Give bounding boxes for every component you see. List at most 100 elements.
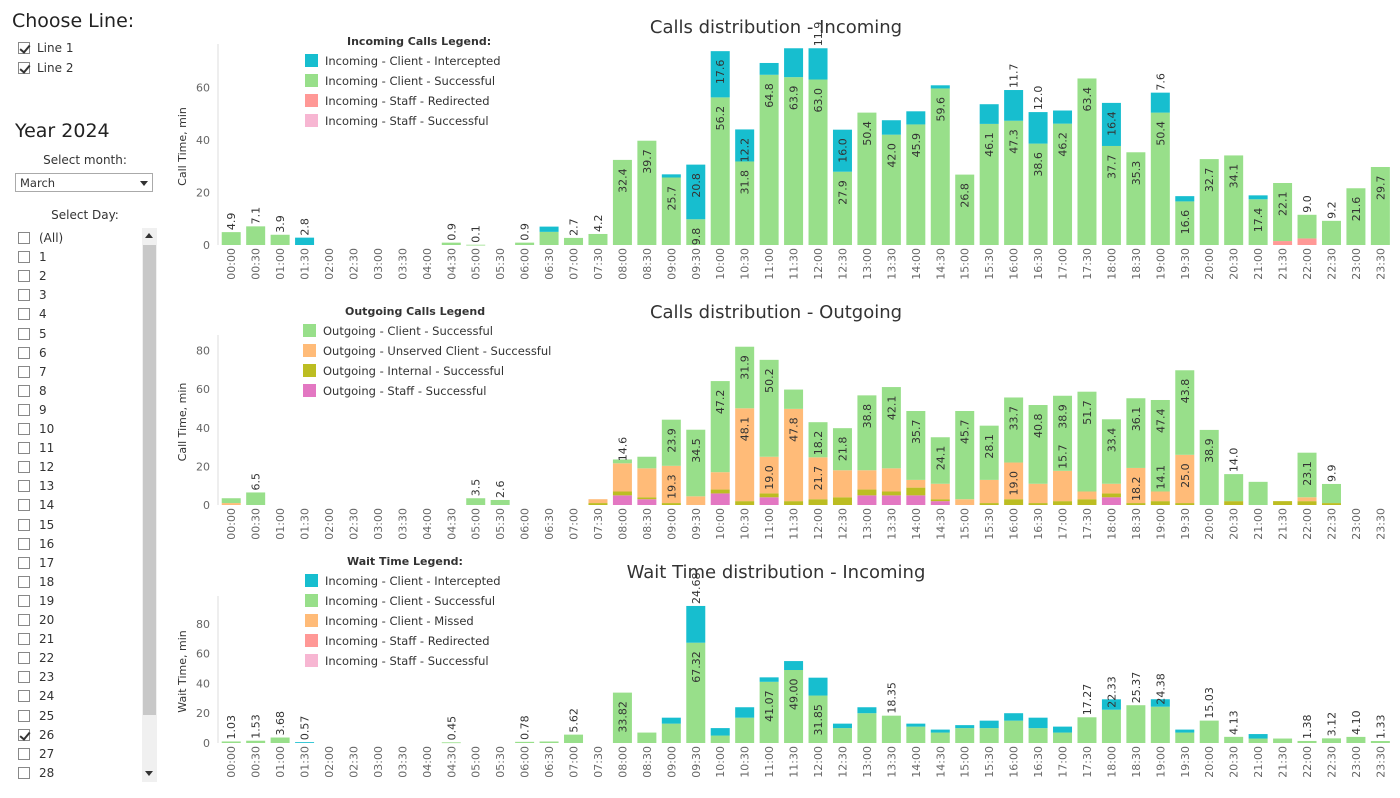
day-checkbox[interactable] [18, 346, 30, 359]
day-option[interactable]: 17 [18, 554, 54, 572]
line-2-checkbox-row[interactable]: Line 2 [18, 59, 73, 77]
day-option[interactable]: 1 [18, 248, 47, 266]
bar-segment [1273, 241, 1293, 245]
day-option[interactable]: 20 [18, 611, 54, 629]
day-option[interactable]: 5 [18, 325, 47, 343]
day-checkbox[interactable] [18, 499, 30, 512]
day-checkbox[interactable] [18, 518, 30, 531]
day-checkbox[interactable] [18, 384, 30, 397]
x-tick-label: 03:00 [372, 508, 385, 540]
day-checkbox[interactable] [18, 480, 30, 493]
day-checkbox[interactable] [18, 403, 30, 416]
x-tick-label: 19:00 [1154, 248, 1167, 280]
day-checkbox[interactable] [18, 747, 30, 760]
day-option[interactable]: 13 [18, 477, 54, 495]
bar-segment [221, 741, 241, 743]
bar-segment [1321, 483, 1341, 504]
data-label: 42.1 [885, 396, 898, 421]
month-select[interactable]: March [15, 173, 153, 192]
x-tick-label: 14:30 [934, 746, 947, 778]
day-option[interactable]: 3 [18, 286, 47, 304]
day-checkbox[interactable] [18, 614, 30, 626]
day-checkbox[interactable] [18, 232, 30, 244]
day-option[interactable]: 12 [18, 458, 54, 476]
day-checkbox[interactable] [18, 327, 30, 340]
bar-segment [661, 717, 681, 724]
day-checkbox[interactable] [18, 365, 30, 378]
day-checkbox[interactable] [18, 709, 30, 722]
day-option[interactable]: 14 [18, 496, 54, 514]
x-tick-label: 14:00 [910, 746, 923, 778]
day-checkbox[interactable] [18, 289, 30, 302]
day-option[interactable]: 19 [18, 592, 54, 610]
y-axis-label: Call Time, min [176, 107, 189, 186]
day-checkbox[interactable] [18, 461, 30, 474]
day-option[interactable]: 16 [18, 535, 54, 553]
day-checkbox[interactable] [18, 556, 30, 569]
bar-segment [1150, 491, 1170, 502]
x-tick-label: 14:30 [934, 508, 947, 540]
day-checkbox[interactable] [18, 270, 30, 283]
day-option[interactable]: 10 [18, 420, 54, 438]
day-list-scrollbar[interactable] [142, 228, 157, 782]
day-option[interactable]: 25 [18, 707, 54, 725]
legend-swatch [305, 54, 318, 67]
x-tick-label: 08:30 [641, 248, 654, 280]
day-checkbox[interactable] [18, 575, 30, 588]
day-option[interactable]: 7 [18, 363, 47, 381]
x-tick-label: 19:30 [1179, 508, 1192, 540]
line-2-checkbox[interactable] [18, 62, 30, 74]
bar-segment [1053, 110, 1073, 124]
x-tick-label: 22:00 [1301, 746, 1314, 778]
bar-segment [1101, 709, 1121, 743]
day-option[interactable]: 27 [18, 745, 54, 763]
bar-segment [759, 681, 779, 743]
bar-segment [881, 134, 901, 245]
day-checkbox[interactable] [18, 633, 30, 646]
day-checkbox[interactable] [18, 594, 30, 607]
day-checkbox[interactable] [18, 442, 30, 455]
day-option[interactable]: 11 [18, 439, 54, 457]
bar-segment [1273, 183, 1293, 242]
day-checkbox[interactable] [18, 671, 30, 684]
scroll-down-icon[interactable] [145, 771, 153, 776]
day-checkbox[interactable] [18, 766, 30, 779]
day-option[interactable]: 9 [18, 401, 47, 419]
day-option[interactable]: 28 [18, 764, 54, 782]
day-checkbox[interactable] [18, 728, 30, 741]
day-option[interactable]: 23 [18, 668, 54, 686]
bar-segment [1077, 78, 1097, 245]
line-1-checkbox-row[interactable]: Line 1 [18, 39, 73, 57]
scroll-up-icon[interactable] [145, 233, 153, 238]
day-checkbox[interactable] [18, 537, 30, 550]
x-tick-label: 18:30 [1130, 746, 1143, 778]
day-checkbox[interactable] [18, 690, 30, 703]
line-1-checkbox[interactable] [18, 42, 30, 54]
scrollbar-thumb[interactable] [143, 245, 156, 715]
x-tick-label: 23:30 [1374, 746, 1387, 778]
day-option[interactable]: 2 [18, 267, 47, 285]
day-checkbox[interactable] [18, 308, 30, 321]
day-option[interactable]: 26 [18, 726, 54, 744]
day-option[interactable]: 18 [18, 573, 54, 591]
day-option[interactable]: (All) [18, 229, 63, 247]
bar-segment [1297, 501, 1317, 505]
day-option[interactable]: 8 [18, 382, 47, 400]
day-checkbox[interactable] [18, 251, 30, 264]
bar-segment [686, 642, 706, 743]
bar-segment [857, 495, 877, 505]
day-option[interactable]: 21 [18, 630, 54, 648]
choose-line-title: Choose Line: [12, 10, 135, 32]
day-option[interactable]: 24 [18, 687, 54, 705]
bar-segment [979, 503, 999, 505]
legend-title: Outgoing Calls Legend [345, 305, 485, 318]
day-option[interactable]: 6 [18, 344, 47, 362]
day-option[interactable]: 22 [18, 649, 54, 667]
x-tick-label: 23:30 [1374, 248, 1387, 280]
day-checkbox[interactable] [18, 652, 30, 665]
day-option[interactable]: 4 [18, 305, 47, 323]
day-option[interactable]: 15 [18, 516, 54, 534]
x-tick-label: 14:30 [934, 248, 947, 280]
chevron-down-icon[interactable] [140, 181, 148, 186]
day-checkbox[interactable] [18, 423, 30, 435]
